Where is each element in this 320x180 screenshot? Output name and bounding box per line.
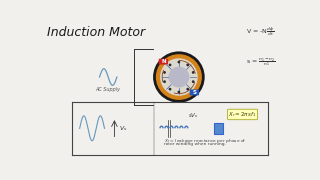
Text: AC Supply: AC Supply xyxy=(96,87,121,92)
Ellipse shape xyxy=(153,51,205,103)
Text: S: S xyxy=(192,90,196,95)
Bar xyxy=(214,123,223,134)
FancyBboxPatch shape xyxy=(159,59,168,65)
Ellipse shape xyxy=(178,91,180,93)
Ellipse shape xyxy=(168,67,189,87)
Ellipse shape xyxy=(169,64,172,66)
Text: N: N xyxy=(161,59,166,64)
Ellipse shape xyxy=(163,71,166,74)
Text: Induction Motor: Induction Motor xyxy=(47,26,146,39)
Ellipse shape xyxy=(186,88,189,91)
Ellipse shape xyxy=(192,80,195,83)
Text: $X_r = 2\pi sf_1$: $X_r = 2\pi sf_1$ xyxy=(228,110,257,119)
Text: $X_r$ = leakage reactance per phase of: $X_r$ = leakage reactance per phase of xyxy=(164,137,246,145)
Ellipse shape xyxy=(169,88,172,91)
Text: rotor winding when running.: rotor winding when running. xyxy=(164,142,226,146)
FancyBboxPatch shape xyxy=(190,89,199,95)
Ellipse shape xyxy=(192,71,195,74)
Ellipse shape xyxy=(163,80,166,83)
Ellipse shape xyxy=(178,61,180,64)
Text: $V_s$: $V_s$ xyxy=(119,124,128,133)
Ellipse shape xyxy=(156,54,202,100)
Ellipse shape xyxy=(160,58,198,96)
Ellipse shape xyxy=(186,64,189,66)
Text: $sV_s$: $sV_s$ xyxy=(188,111,199,120)
Text: V = -N$\frac{d\phi}{dt}$: V = -N$\frac{d\phi}{dt}$ xyxy=(246,26,274,38)
Text: s = $\frac{n_1 - n_2}{n_1}$: s = $\frac{n_1 - n_2}{n_1}$ xyxy=(246,56,275,68)
